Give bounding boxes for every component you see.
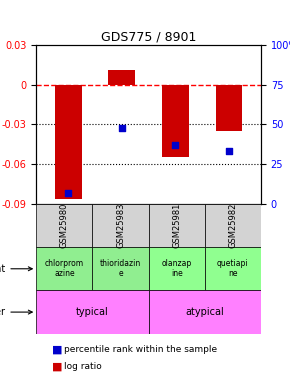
Title: GDS775 / 8901: GDS775 / 8901 [101,31,196,44]
Point [173,142,178,148]
Text: ■: ■ [52,344,63,354]
FancyBboxPatch shape [93,204,148,247]
Text: ■: ■ [52,361,63,371]
Text: agent: agent [0,264,32,274]
FancyBboxPatch shape [36,291,148,334]
FancyBboxPatch shape [36,204,93,247]
Point [66,190,71,196]
FancyBboxPatch shape [148,204,205,247]
Text: chlorprom
azine: chlorprom azine [45,259,84,279]
Text: GSM25983: GSM25983 [116,203,125,248]
FancyBboxPatch shape [205,204,261,247]
Bar [162,85,189,158]
Text: GSM25981: GSM25981 [172,203,181,248]
Bar [215,85,242,131]
Text: GSM25982: GSM25982 [229,203,238,248]
FancyBboxPatch shape [205,247,261,291]
Text: olanzap
ine: olanzap ine [162,259,192,279]
FancyBboxPatch shape [36,247,93,291]
Text: percentile rank within the sample: percentile rank within the sample [64,345,217,354]
Text: quetiapi
ne: quetiapi ne [217,259,249,279]
Text: log ratio: log ratio [64,362,102,371]
Text: other: other [0,307,32,317]
Text: typical: typical [76,307,109,317]
Bar [108,70,135,85]
Point [119,124,124,130]
FancyBboxPatch shape [93,247,148,291]
Text: atypical: atypical [185,307,224,317]
Point [226,148,231,154]
Bar [55,85,82,198]
FancyBboxPatch shape [148,291,261,334]
Text: thioridazin
e: thioridazin e [100,259,141,279]
Text: GSM25980: GSM25980 [60,203,69,248]
FancyBboxPatch shape [148,247,205,291]
